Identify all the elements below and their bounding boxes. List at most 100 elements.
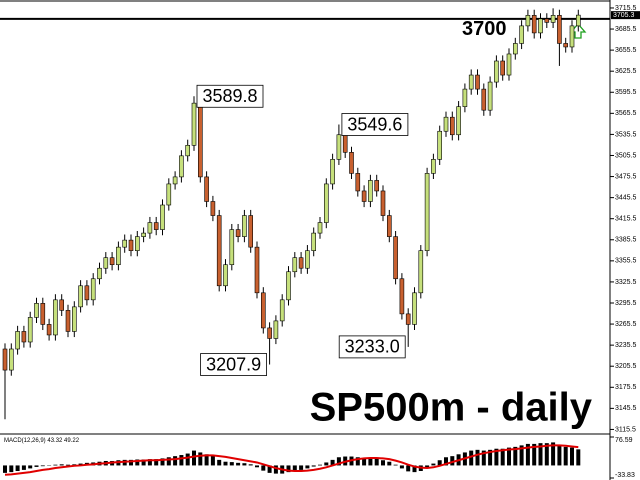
y-tick-label: 76.59 [615, 437, 633, 444]
y-tick-label: 3595.5 [615, 89, 637, 96]
last-price-box [611, 11, 640, 20]
macd-bar [210, 455, 215, 466]
candle-body [512, 43, 518, 55]
macd-bar [141, 459, 146, 466]
y-tick-label: 3685.5 [615, 26, 637, 33]
macd-bar [381, 460, 385, 466]
macd-bar [147, 459, 152, 466]
candle-body [368, 180, 373, 202]
macd-title: MACD(12,26,9) 43.32 49.22 [4, 438, 80, 444]
signal-line [4, 444, 579, 476]
candle-body [15, 331, 20, 350]
candle-body [128, 239, 134, 251]
candle-body [336, 134, 342, 160]
candle-body [317, 222, 323, 234]
candle-body [286, 271, 291, 301]
macd-bar [28, 465, 33, 469]
candle-body [475, 74, 480, 90]
macd-bar [154, 459, 159, 466]
macd-bar [305, 465, 310, 469]
macd-bar [236, 462, 241, 466]
annotation-box [341, 113, 409, 136]
macd-bar [481, 450, 486, 466]
y-tick-label: -33.83 [615, 472, 635, 479]
macd-bar [570, 447, 574, 466]
candle-body [210, 201, 216, 216]
candle-body [525, 15, 531, 27]
y-tick-label: 3295.5 [615, 300, 637, 307]
macd-bar [406, 465, 411, 472]
macd-bar [9, 465, 14, 473]
candle-body [242, 215, 247, 237]
y-tick-label: 3415.5 [615, 216, 637, 223]
y-tick-label: 3325.5 [615, 279, 637, 286]
macd-bar [173, 456, 178, 466]
last-price-label: 3705.3 [613, 12, 635, 19]
candle-body [468, 74, 474, 90]
annotation-label: 3207.9 [206, 354, 261, 374]
candle-body [443, 116, 449, 132]
macd-bar [129, 459, 133, 466]
candle-body [538, 18, 543, 34]
candle-body [405, 313, 411, 325]
macd-bar [368, 458, 373, 466]
candle-body [84, 285, 90, 301]
candle-body [179, 155, 184, 178]
price-annotation: 3549.6 [341, 113, 409, 136]
candle-body [531, 15, 537, 34]
candle-body [349, 152, 354, 174]
candle-body [355, 173, 361, 192]
y-tick-label: 3355.5 [615, 258, 637, 265]
macd-bar [444, 457, 448, 466]
annotation-box [200, 353, 268, 376]
candle-body [481, 88, 487, 111]
candle-body [97, 267, 102, 280]
candle-body [198, 102, 203, 178]
macd-bar [3, 465, 7, 473]
macd-bar [475, 449, 480, 466]
candle-body [399, 278, 405, 315]
candle-body [550, 15, 556, 23]
candle-body [116, 246, 121, 266]
macd-bar [362, 458, 367, 466]
price-annotation: 3207.9 [200, 353, 268, 376]
annotation-box [338, 335, 406, 359]
y-tick-label: 3535.5 [615, 131, 637, 138]
candle-body [412, 292, 417, 325]
macd-bar [431, 463, 436, 466]
macd-bar [59, 464, 64, 466]
y-tick-label: 3655.5 [615, 47, 637, 54]
candle-body [292, 257, 298, 273]
macd-last: 43.32 [47, 438, 63, 444]
candle-body [27, 317, 33, 343]
candle-body [160, 204, 165, 230]
macd-bar [15, 465, 20, 472]
candle-body [361, 190, 367, 202]
macd-bar [513, 446, 518, 466]
candle-body [59, 299, 65, 311]
macd-bar [198, 452, 203, 466]
y-tick-label: 3115.5 [615, 426, 636, 433]
macd-bar [66, 464, 70, 466]
price-annotation: 3589.8 [196, 84, 264, 108]
candle-body [223, 264, 228, 287]
macd-bar [311, 465, 316, 467]
y-tick-label: 3235.5 [615, 342, 637, 349]
y-tick-label: 3175.5 [615, 384, 637, 391]
macd-bar [393, 464, 398, 466]
candle-body [254, 246, 260, 294]
candle-body [305, 250, 310, 269]
candle-body [506, 53, 512, 76]
candle-body [330, 159, 335, 185]
candle-body [374, 180, 380, 192]
candle-body [2, 348, 8, 371]
macd-bar [551, 442, 556, 466]
macd-name: MACD(12,26,9) [4, 438, 46, 444]
macd-bar [248, 464, 253, 466]
macd-bar [330, 459, 335, 466]
chart-title: SP500m - daily [310, 386, 593, 430]
candle-body [323, 183, 329, 223]
candle-body [273, 320, 279, 339]
candle-body [78, 285, 83, 308]
